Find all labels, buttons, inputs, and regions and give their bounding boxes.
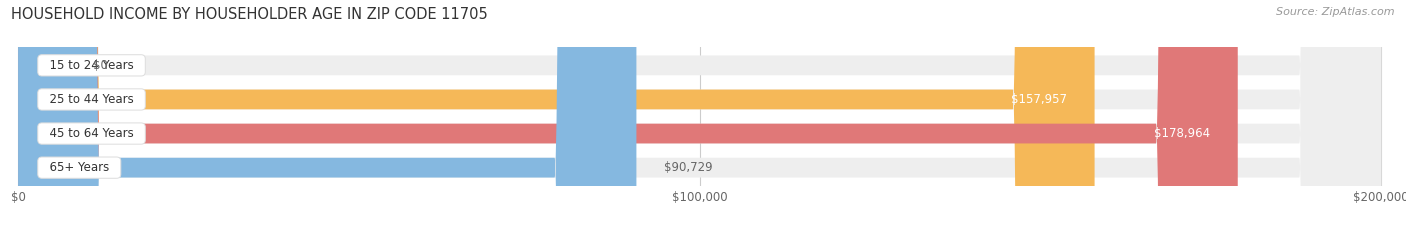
Text: $178,964: $178,964 [1154, 127, 1211, 140]
Text: 45 to 64 Years: 45 to 64 Years [42, 127, 141, 140]
FancyBboxPatch shape [18, 0, 1381, 233]
Text: HOUSEHOLD INCOME BY HOUSEHOLDER AGE IN ZIP CODE 11705: HOUSEHOLD INCOME BY HOUSEHOLDER AGE IN Z… [11, 7, 488, 22]
FancyBboxPatch shape [18, 0, 1381, 233]
Text: $90,729: $90,729 [664, 161, 713, 174]
FancyBboxPatch shape [18, 0, 1381, 233]
Text: $0: $0 [93, 59, 108, 72]
FancyBboxPatch shape [18, 0, 1095, 233]
Text: 25 to 44 Years: 25 to 44 Years [42, 93, 141, 106]
FancyBboxPatch shape [18, 0, 637, 233]
Text: 65+ Years: 65+ Years [42, 161, 117, 174]
Text: $157,957: $157,957 [1011, 93, 1067, 106]
FancyBboxPatch shape [18, 0, 1381, 233]
Text: 15 to 24 Years: 15 to 24 Years [42, 59, 141, 72]
FancyBboxPatch shape [18, 0, 1237, 233]
FancyBboxPatch shape [18, 0, 73, 233]
Text: Source: ZipAtlas.com: Source: ZipAtlas.com [1277, 7, 1395, 17]
